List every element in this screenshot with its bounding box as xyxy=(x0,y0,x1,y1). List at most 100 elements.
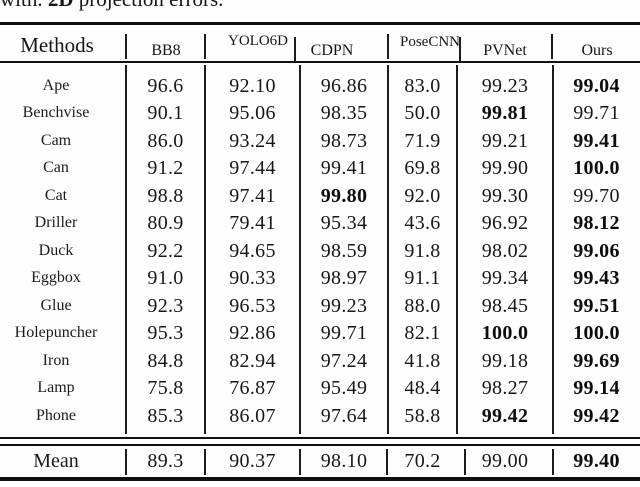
value-cell: 99.41 xyxy=(573,129,620,152)
table-row: Phone 85.3 86.07 97.64 58.8 99.42 99.42 xyxy=(0,402,640,430)
value-cell: 95.49 xyxy=(320,377,368,400)
row-label: Can xyxy=(43,159,69,177)
value-cell: 85.3 xyxy=(147,404,184,427)
value-cell: 88.0 xyxy=(404,294,441,317)
row-label: Mean xyxy=(33,450,79,472)
column-header-pvnet: PVNet xyxy=(483,42,527,59)
column-separator-bar xyxy=(464,449,466,475)
value-cell: 98.45 xyxy=(481,294,529,317)
value-cell: 99.04 xyxy=(573,74,620,97)
table-double-rule-lower xyxy=(0,444,640,446)
table-row: Eggbox 91.0 90.33 98.97 91.1 99.34 99.43 xyxy=(0,265,640,293)
value-cell: 96.6 xyxy=(147,74,184,97)
table-header-rule xyxy=(0,61,640,63)
value-cell: 82.1 xyxy=(404,322,441,345)
row-label: Driller xyxy=(34,214,78,232)
row-label: Benchvise xyxy=(22,104,90,122)
value-cell: 99.41 xyxy=(320,157,368,180)
table-mean-row: Mean 89.3 90.37 98.10 70.2 99.00 99.40 xyxy=(0,446,640,476)
value-cell: 97.24 xyxy=(320,349,368,372)
value-cell: 91.0 xyxy=(147,267,184,290)
value-cell: 94.65 xyxy=(229,239,276,262)
table-row: Cam 86.0 93.24 98.73 71.9 99.21 99.41 xyxy=(0,127,640,155)
value-cell: 58.8 xyxy=(404,404,441,427)
value-cell: 98.02 xyxy=(481,239,529,262)
value-cell: 100.0 xyxy=(481,322,529,345)
value-cell: 99.30 xyxy=(481,184,529,207)
row-label: Cam xyxy=(40,131,72,149)
column-separator-bar xyxy=(456,65,458,434)
table-row: Iron 84.8 82.94 97.24 41.8 99.18 99.69 xyxy=(0,347,640,375)
value-cell: 80.9 xyxy=(147,212,184,235)
value-cell: 96.86 xyxy=(320,74,368,97)
column-separator-bar xyxy=(551,34,553,59)
column-separator-bar xyxy=(204,65,206,434)
value-cell: 99.51 xyxy=(573,294,620,317)
column-separator-bar xyxy=(459,37,461,62)
value-cell: 70.2 xyxy=(404,450,441,472)
value-cell: 75.8 xyxy=(147,377,184,400)
value-cell: 98.27 xyxy=(481,377,529,400)
value-cell: 71.9 xyxy=(404,129,441,152)
column-separator-bar xyxy=(552,65,554,434)
table-row: Duck 92.2 94.65 98.59 91.8 98.02 99.06 xyxy=(0,237,640,265)
value-cell: 90.1 xyxy=(147,102,184,125)
table-row: Ape 96.6 92.10 96.86 83.0 99.23 99.04 xyxy=(0,72,640,100)
value-cell: 99.90 xyxy=(481,157,529,180)
value-cell: 98.35 xyxy=(320,102,368,125)
caption-prefix: with. xyxy=(0,0,48,11)
row-label: Ape xyxy=(42,76,70,94)
value-cell: 99.34 xyxy=(481,267,529,290)
column-separator-bar xyxy=(299,449,301,475)
value-cell: 91.8 xyxy=(404,239,441,262)
column-separator-bar xyxy=(387,34,389,59)
caption-bold-term: 2D xyxy=(48,0,74,11)
value-cell: 92.0 xyxy=(404,184,441,207)
value-cell: 95.06 xyxy=(229,102,276,125)
value-cell: 92.10 xyxy=(229,74,276,97)
column-header-cdpn: CDPN xyxy=(310,42,354,59)
value-cell: 50.0 xyxy=(404,102,441,125)
column-separator-bar xyxy=(387,65,389,434)
value-cell: 97.64 xyxy=(320,404,368,427)
column-header-ours: Ours xyxy=(581,42,613,59)
value-cell: 43.6 xyxy=(404,212,441,235)
value-cell: 96.53 xyxy=(229,294,276,317)
value-cell: 99.71 xyxy=(320,322,368,345)
value-cell: 99.80 xyxy=(320,184,368,207)
row-label: Lamp xyxy=(37,379,75,397)
row-label: Phone xyxy=(36,406,76,424)
column-separator-bar xyxy=(552,449,554,475)
value-cell: 93.24 xyxy=(229,129,276,152)
column-header-bb8: BB8 xyxy=(151,42,181,59)
column-separator-bar xyxy=(204,449,206,475)
column-separator-bar xyxy=(294,37,296,62)
value-cell: 86.07 xyxy=(229,404,276,427)
value-cell: 99.23 xyxy=(320,294,368,317)
value-cell: 99.42 xyxy=(481,404,529,427)
value-cell: 99.14 xyxy=(573,377,620,400)
value-cell: 90.37 xyxy=(229,450,276,472)
value-cell: 79.41 xyxy=(229,212,276,235)
column-header-posecnn: PoseCNN xyxy=(399,34,461,50)
value-cell: 99.23 xyxy=(481,74,529,97)
table-body: Ape 96.6 92.10 96.86 83.0 99.23 99.04 Benchvise… xyxy=(0,72,640,430)
table-row: Holepuncher 95.3 92.86 99.71 82.1 100.0 100.0 xyxy=(0,320,640,348)
table-row: Lamp 75.8 76.87 95.49 48.4 98.27 99.14 xyxy=(0,375,640,403)
row-label: Duck xyxy=(38,241,74,259)
mean-table-row: Mean 89.3 90.37 98.10 70.2 99.00 99.40 xyxy=(0,446,640,476)
value-cell: 98.59 xyxy=(320,239,368,262)
value-cell: 84.8 xyxy=(147,349,184,372)
value-cell: 99.69 xyxy=(573,349,620,372)
value-cell: 83.0 xyxy=(404,74,441,97)
value-cell: 100.0 xyxy=(573,157,620,180)
caption-suffix: projection errors. xyxy=(74,0,224,11)
table-row: Can 91.2 97.44 99.41 69.8 99.90 100.0 xyxy=(0,155,640,183)
value-cell: 98.12 xyxy=(573,212,620,235)
value-cell: 98.8 xyxy=(147,184,184,207)
value-cell: 96.92 xyxy=(481,212,529,235)
value-cell: 98.97 xyxy=(320,267,368,290)
row-label: Eggbox xyxy=(31,269,81,287)
value-cell: 99.43 xyxy=(573,267,620,290)
